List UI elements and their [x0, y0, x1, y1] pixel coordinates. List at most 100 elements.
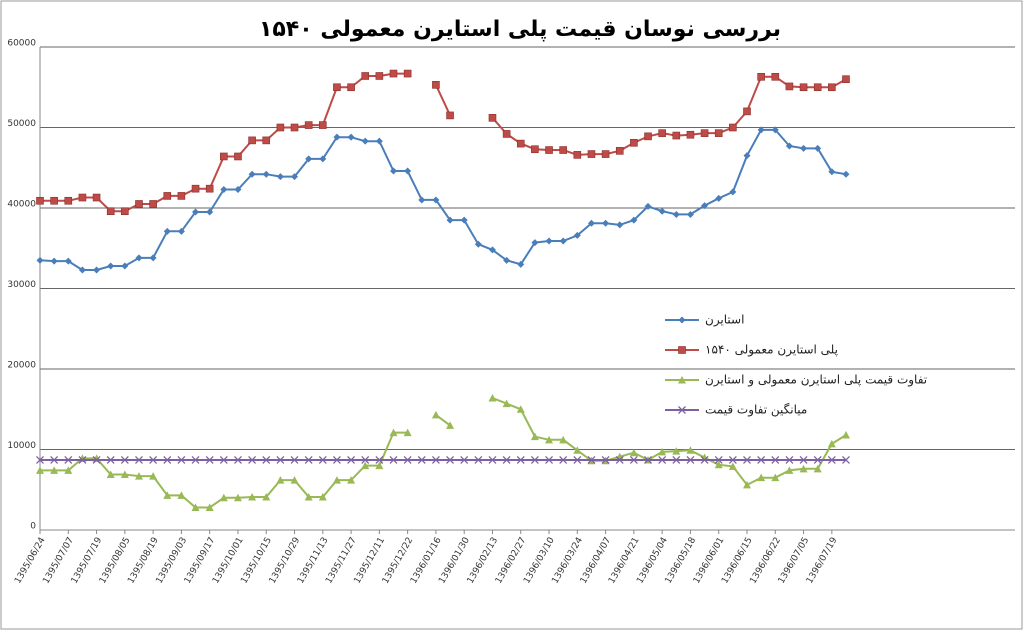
- data-point: [389, 428, 398, 437]
- data-point: [446, 456, 455, 464]
- data-point: [545, 456, 553, 464]
- data-point: [36, 256, 44, 264]
- data-point: [191, 184, 200, 193]
- data-point: [290, 476, 299, 484]
- data-point: [64, 257, 72, 265]
- data-point: [304, 121, 313, 129]
- data-point: [743, 456, 751, 464]
- data-point: [290, 123, 299, 132]
- data-point: [644, 456, 652, 464]
- data-point: [601, 456, 610, 464]
- data-point: [191, 456, 200, 464]
- data-point: [92, 456, 101, 464]
- data-point: [205, 456, 214, 464]
- data-point: [192, 208, 200, 216]
- legend-marker: [678, 346, 686, 354]
- data-point: [488, 246, 496, 254]
- data-point: [743, 480, 751, 489]
- data-point: [587, 150, 596, 158]
- data-point: [220, 185, 228, 193]
- data-point: [233, 493, 242, 502]
- data-point: [347, 456, 356, 464]
- data-point: [616, 221, 624, 229]
- y-tick-label: 50000: [7, 119, 36, 129]
- data-point: [672, 210, 680, 218]
- data-point: [431, 456, 440, 464]
- data-point: [304, 456, 313, 464]
- data-point: [36, 466, 44, 474]
- data-point: [375, 456, 384, 464]
- data-point: [106, 470, 115, 478]
- data-point: [503, 256, 511, 264]
- data-point: [460, 456, 469, 464]
- data-point: [149, 472, 158, 480]
- data-point: [163, 456, 172, 464]
- data-point: [389, 456, 398, 464]
- data-point: [361, 137, 369, 145]
- data-point: [630, 216, 638, 224]
- data-point: [700, 129, 709, 137]
- data-point: [573, 456, 582, 464]
- data-point: [234, 185, 242, 193]
- data-point: [474, 240, 482, 248]
- data-point: [587, 456, 596, 464]
- data-point: [121, 207, 129, 216]
- data-point: [629, 456, 638, 464]
- data-point: [488, 456, 497, 464]
- data-point: [828, 168, 836, 176]
- data-point: [403, 456, 412, 464]
- data-point: [658, 207, 666, 215]
- data-point: [276, 476, 285, 484]
- data-point: [375, 72, 384, 80]
- data-point: [319, 155, 327, 163]
- data-point: [757, 473, 766, 482]
- data-point: [686, 456, 695, 464]
- data-point: [615, 456, 624, 464]
- data-point: [50, 466, 59, 474]
- data-point: [446, 216, 454, 224]
- data-point: [107, 262, 115, 270]
- data-point: [771, 473, 780, 482]
- data-point: [106, 207, 115, 216]
- data-point: [573, 231, 581, 239]
- data-point: [502, 456, 511, 464]
- data-point: [163, 227, 171, 235]
- data-point: [743, 107, 751, 116]
- data-point: [545, 435, 554, 444]
- data-point: [92, 193, 101, 202]
- legend-label: استایرن: [705, 313, 744, 328]
- legend-marker: [678, 406, 686, 414]
- data-point: [332, 476, 341, 484]
- data-point: [93, 266, 101, 274]
- data-point: [36, 196, 44, 205]
- data-point: [545, 146, 553, 154]
- data-point: [743, 152, 751, 160]
- data-point: [686, 446, 695, 454]
- chart-title: بررسی نوسان قیمت پلی استایرن معمولی ۱۵۴۰: [259, 17, 781, 42]
- y-tick-label: 40000: [7, 200, 36, 210]
- data-point: [714, 456, 723, 464]
- data-point: [219, 493, 228, 502]
- data-point: [177, 192, 186, 200]
- data-point: [813, 83, 822, 92]
- data-point: [375, 461, 384, 470]
- data-point: [50, 257, 58, 265]
- data-point: [573, 446, 582, 454]
- data-point: [842, 170, 850, 178]
- data-point: [460, 216, 468, 224]
- data-point: [361, 461, 370, 470]
- data-point: [700, 456, 709, 464]
- data-point: [771, 126, 779, 134]
- legend-label: تفاوت قیمت پلی استایرن معمولی و استایرن: [705, 373, 927, 388]
- data-point: [262, 492, 271, 501]
- data-point: [248, 136, 256, 145]
- data-point: [135, 254, 143, 262]
- data-point: [842, 75, 850, 83]
- data-point: [729, 188, 737, 196]
- data-point: [841, 431, 850, 439]
- data-point: [50, 456, 59, 464]
- data-point: [516, 139, 525, 148]
- data-point: [262, 456, 271, 464]
- data-point: [375, 137, 383, 145]
